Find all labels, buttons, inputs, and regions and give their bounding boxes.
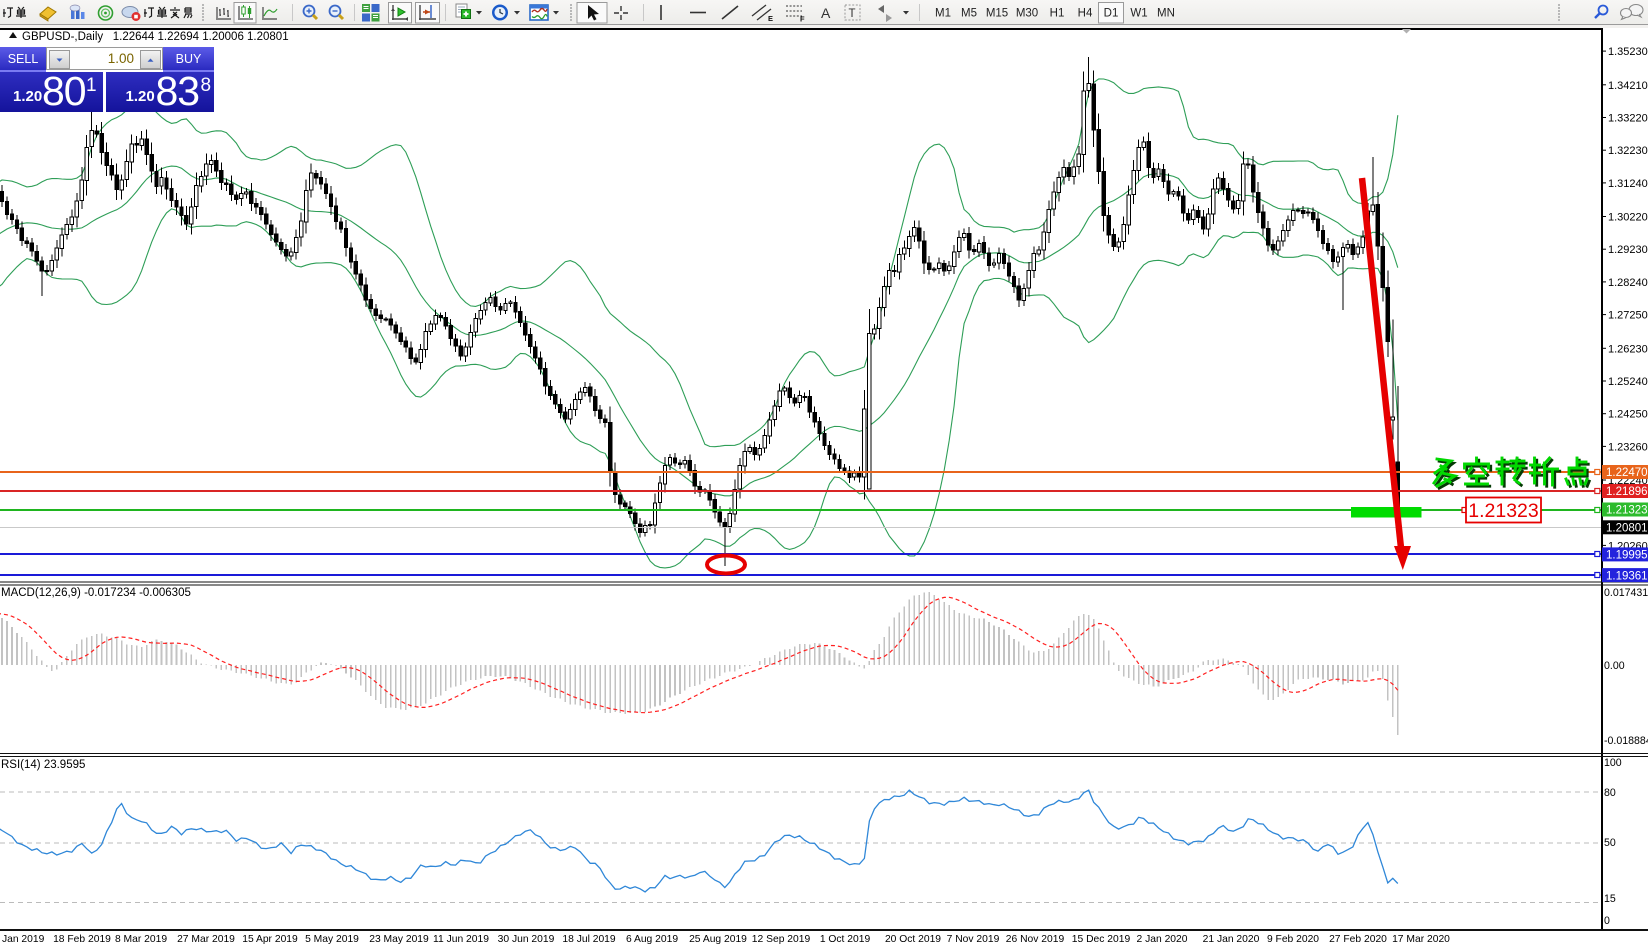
svg-text:50: 50 <box>1604 837 1616 849</box>
svg-text:30 Jun 2019: 30 Jun 2019 <box>498 934 555 945</box>
svg-text:0: 0 <box>1604 915 1610 927</box>
svg-text:1.21323: 1.21323 <box>1606 505 1648 517</box>
svg-text:1.19995: 1.19995 <box>1606 550 1648 562</box>
svg-text:1 Oct 2019: 1 Oct 2019 <box>820 934 871 945</box>
svg-text:25 Aug 2019: 25 Aug 2019 <box>689 934 747 945</box>
svg-text:0.00: 0.00 <box>1604 660 1625 672</box>
svg-text:1.31240: 1.31240 <box>1608 178 1648 190</box>
svg-text:17 Mar 2020: 17 Mar 2020 <box>1392 934 1450 945</box>
svg-text:18 Feb 2019: 18 Feb 2019 <box>53 934 111 945</box>
svg-text:1.26230: 1.26230 <box>1608 343 1648 355</box>
svg-text:D1: D1 <box>1104 8 1119 20</box>
svg-text:5 May 2019: 5 May 2019 <box>305 934 359 945</box>
svg-text:M1: M1 <box>935 8 951 20</box>
svg-text:27 Mar 2019: 27 Mar 2019 <box>177 934 235 945</box>
svg-text:E: E <box>768 14 773 23</box>
svg-text:1.30220: 1.30220 <box>1608 212 1648 224</box>
svg-text:6 Aug 2019: 6 Aug 2019 <box>626 934 678 945</box>
svg-text:2 Jan 2020: 2 Jan 2020 <box>1137 934 1188 945</box>
svg-text:8 Mar 2019: 8 Mar 2019 <box>115 934 167 945</box>
svg-text:18 Jul 2019: 18 Jul 2019 <box>562 934 616 945</box>
svg-text:-0.018884: -0.018884 <box>1604 735 1648 747</box>
svg-text:26 Nov 2019: 26 Nov 2019 <box>1006 934 1065 945</box>
svg-text:W1: W1 <box>1130 8 1147 20</box>
svg-text:H4: H4 <box>1078 8 1093 20</box>
svg-text:15: 15 <box>1604 893 1616 905</box>
svg-text:1.21323: 1.21323 <box>1468 500 1539 522</box>
svg-text:0.017431: 0.017431 <box>1604 587 1648 599</box>
svg-text:1.23260: 1.23260 <box>1608 441 1648 453</box>
svg-text:20 Oct 2019: 20 Oct 2019 <box>885 934 941 945</box>
svg-text:1.22470: 1.22470 <box>1606 467 1648 479</box>
svg-text:1.25240: 1.25240 <box>1608 376 1648 388</box>
svg-text:1.21896: 1.21896 <box>1606 486 1648 498</box>
svg-text:MN: MN <box>1157 8 1175 20</box>
svg-text:100: 100 <box>1604 757 1622 769</box>
svg-text:F: F <box>800 15 805 24</box>
svg-text:T: T <box>849 8 856 20</box>
svg-text:1.24250: 1.24250 <box>1608 409 1648 421</box>
svg-text:M15: M15 <box>986 8 1008 20</box>
svg-text:11 Jun 2019: 11 Jun 2019 <box>433 934 489 945</box>
svg-text:1.34210: 1.34210 <box>1608 80 1648 92</box>
svg-text:7 Nov 2019: 7 Nov 2019 <box>947 934 1000 945</box>
svg-text:1.19361: 1.19361 <box>1606 570 1648 582</box>
svg-text:15 Dec 2019: 15 Dec 2019 <box>1072 934 1131 945</box>
svg-text:30 Jan 2019: 30 Jan 2019 <box>0 934 45 945</box>
svg-text:1.32230: 1.32230 <box>1608 145 1648 157</box>
svg-text:1.27250: 1.27250 <box>1608 310 1648 322</box>
svg-text:H1: H1 <box>1050 8 1065 20</box>
svg-text:M30: M30 <box>1016 8 1038 20</box>
svg-text:21 Jan 2020: 21 Jan 2020 <box>1203 934 1260 945</box>
svg-text:RSI(14) 23.9595: RSI(14) 23.9595 <box>1 759 85 771</box>
svg-text:1.29230: 1.29230 <box>1608 244 1648 256</box>
svg-text:MACD(12,26,9) -0.017234 -0.006: MACD(12,26,9) -0.017234 -0.006305 <box>1 587 191 599</box>
svg-text:1.35230: 1.35230 <box>1608 46 1648 58</box>
svg-text:15 Apr 2019: 15 Apr 2019 <box>242 934 298 945</box>
svg-text:M5: M5 <box>961 8 977 20</box>
svg-text:9 Feb 2020: 9 Feb 2020 <box>1267 934 1319 945</box>
svg-text:A: A <box>821 5 831 21</box>
svg-text:1.20801: 1.20801 <box>1606 523 1648 535</box>
svg-text:1.28240: 1.28240 <box>1608 277 1648 289</box>
svg-text:1.33220: 1.33220 <box>1608 113 1648 125</box>
svg-text:23 May 2019: 23 May 2019 <box>369 934 429 945</box>
svg-text:27 Feb 2020: 27 Feb 2020 <box>1329 934 1387 945</box>
svg-text:80: 80 <box>1604 787 1616 799</box>
svg-text:12 Sep 2019: 12 Sep 2019 <box>752 934 811 945</box>
